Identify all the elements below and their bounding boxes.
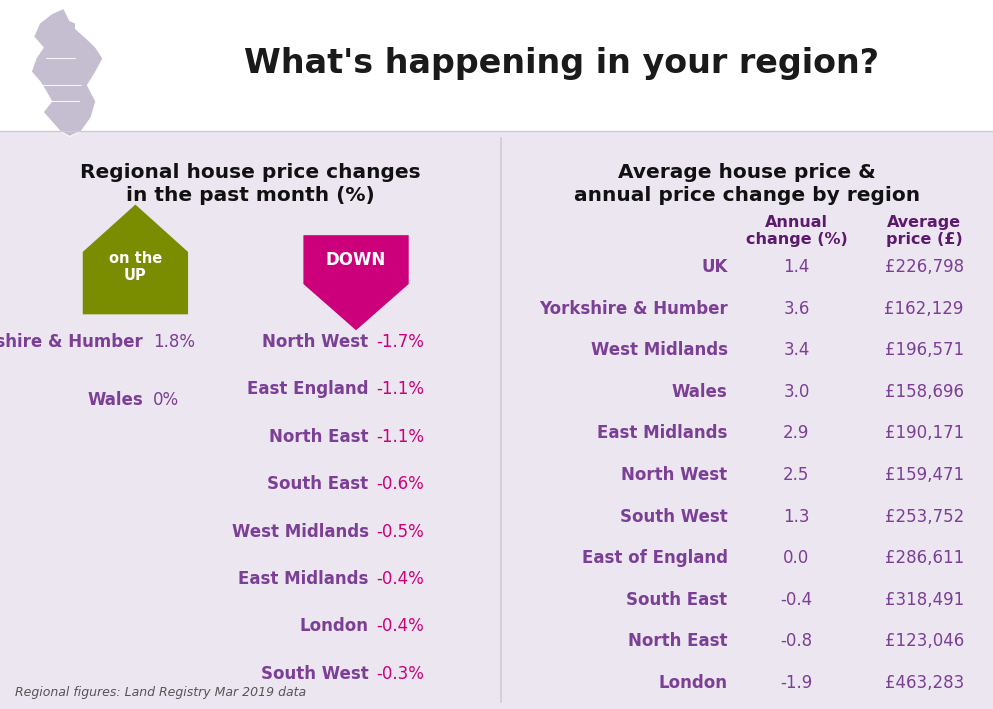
Text: Average house price &
annual price change by region: Average house price & annual price chang…	[574, 163, 921, 206]
Text: East England: East England	[247, 381, 368, 398]
Text: -0.8: -0.8	[780, 632, 812, 650]
Text: -0.4%: -0.4%	[376, 618, 424, 635]
Text: -1.1%: -1.1%	[376, 428, 424, 446]
Text: Annual
change (%): Annual change (%)	[746, 215, 847, 247]
Text: Wales: Wales	[672, 383, 728, 401]
Text: £159,471: £159,471	[885, 466, 964, 484]
Text: North East: North East	[628, 632, 728, 650]
Text: 3.6: 3.6	[783, 300, 809, 318]
Text: £226,798: £226,798	[885, 258, 964, 276]
Text: South West: South West	[261, 665, 368, 683]
Text: £190,171: £190,171	[885, 425, 964, 442]
Text: South West: South West	[620, 508, 728, 525]
Text: 1.3: 1.3	[783, 508, 809, 525]
Text: £162,129: £162,129	[885, 300, 964, 318]
Text: £253,752: £253,752	[885, 508, 964, 525]
Text: DOWN: DOWN	[326, 251, 386, 269]
Text: North West: North West	[262, 333, 368, 351]
Text: £196,571: £196,571	[885, 341, 964, 359]
Text: Regional figures: Land Registry Mar 2019 data: Regional figures: Land Registry Mar 2019…	[15, 686, 306, 698]
Text: £158,696: £158,696	[885, 383, 963, 401]
Text: East Midlands: East Midlands	[238, 570, 368, 588]
Text: -1.7%: -1.7%	[376, 333, 424, 351]
Text: -0.4: -0.4	[780, 591, 812, 609]
Text: 3.4: 3.4	[783, 341, 809, 359]
Text: £463,283: £463,283	[885, 674, 964, 692]
Text: -1.1%: -1.1%	[376, 381, 424, 398]
Text: on the
UP: on the UP	[109, 251, 162, 283]
Text: London: London	[300, 618, 368, 635]
Text: Regional house price changes
in the past month (%): Regional house price changes in the past…	[80, 163, 421, 206]
Text: South East: South East	[267, 475, 368, 493]
Text: What's happening in your region?: What's happening in your region?	[243, 48, 879, 80]
Text: 3.0: 3.0	[783, 383, 809, 401]
Text: -0.5%: -0.5%	[376, 523, 424, 540]
Text: £286,611: £286,611	[885, 549, 964, 567]
Text: -0.6%: -0.6%	[376, 475, 424, 493]
Text: South East: South East	[627, 591, 728, 609]
Polygon shape	[304, 235, 409, 330]
Text: £123,046: £123,046	[885, 632, 964, 650]
Text: North East: North East	[269, 428, 368, 446]
Text: Average
price (£): Average price (£)	[886, 215, 962, 247]
Text: 0%: 0%	[153, 391, 179, 409]
Text: East of England: East of England	[582, 549, 728, 567]
Text: £318,491: £318,491	[885, 591, 964, 609]
Text: -1.9: -1.9	[780, 674, 812, 692]
Text: 0.0: 0.0	[783, 549, 809, 567]
Text: 2.9: 2.9	[783, 425, 809, 442]
Text: West Midlands: West Midlands	[231, 523, 368, 540]
Text: North West: North West	[622, 466, 728, 484]
Text: -0.3%: -0.3%	[376, 665, 424, 683]
Text: 1.8%: 1.8%	[153, 333, 195, 351]
Text: UK: UK	[701, 258, 728, 276]
Text: West Midlands: West Midlands	[591, 341, 728, 359]
Text: Yorkshire & Humber: Yorkshire & Humber	[539, 300, 728, 318]
Text: 2.5: 2.5	[783, 466, 809, 484]
Text: Yorkshire & Humber: Yorkshire & Humber	[0, 333, 143, 351]
Polygon shape	[32, 9, 103, 136]
Polygon shape	[82, 205, 188, 314]
Text: London: London	[658, 674, 728, 692]
Text: East Midlands: East Midlands	[597, 425, 728, 442]
Text: 1.4: 1.4	[783, 258, 809, 276]
Text: Wales: Wales	[87, 391, 143, 409]
Text: -0.4%: -0.4%	[376, 570, 424, 588]
